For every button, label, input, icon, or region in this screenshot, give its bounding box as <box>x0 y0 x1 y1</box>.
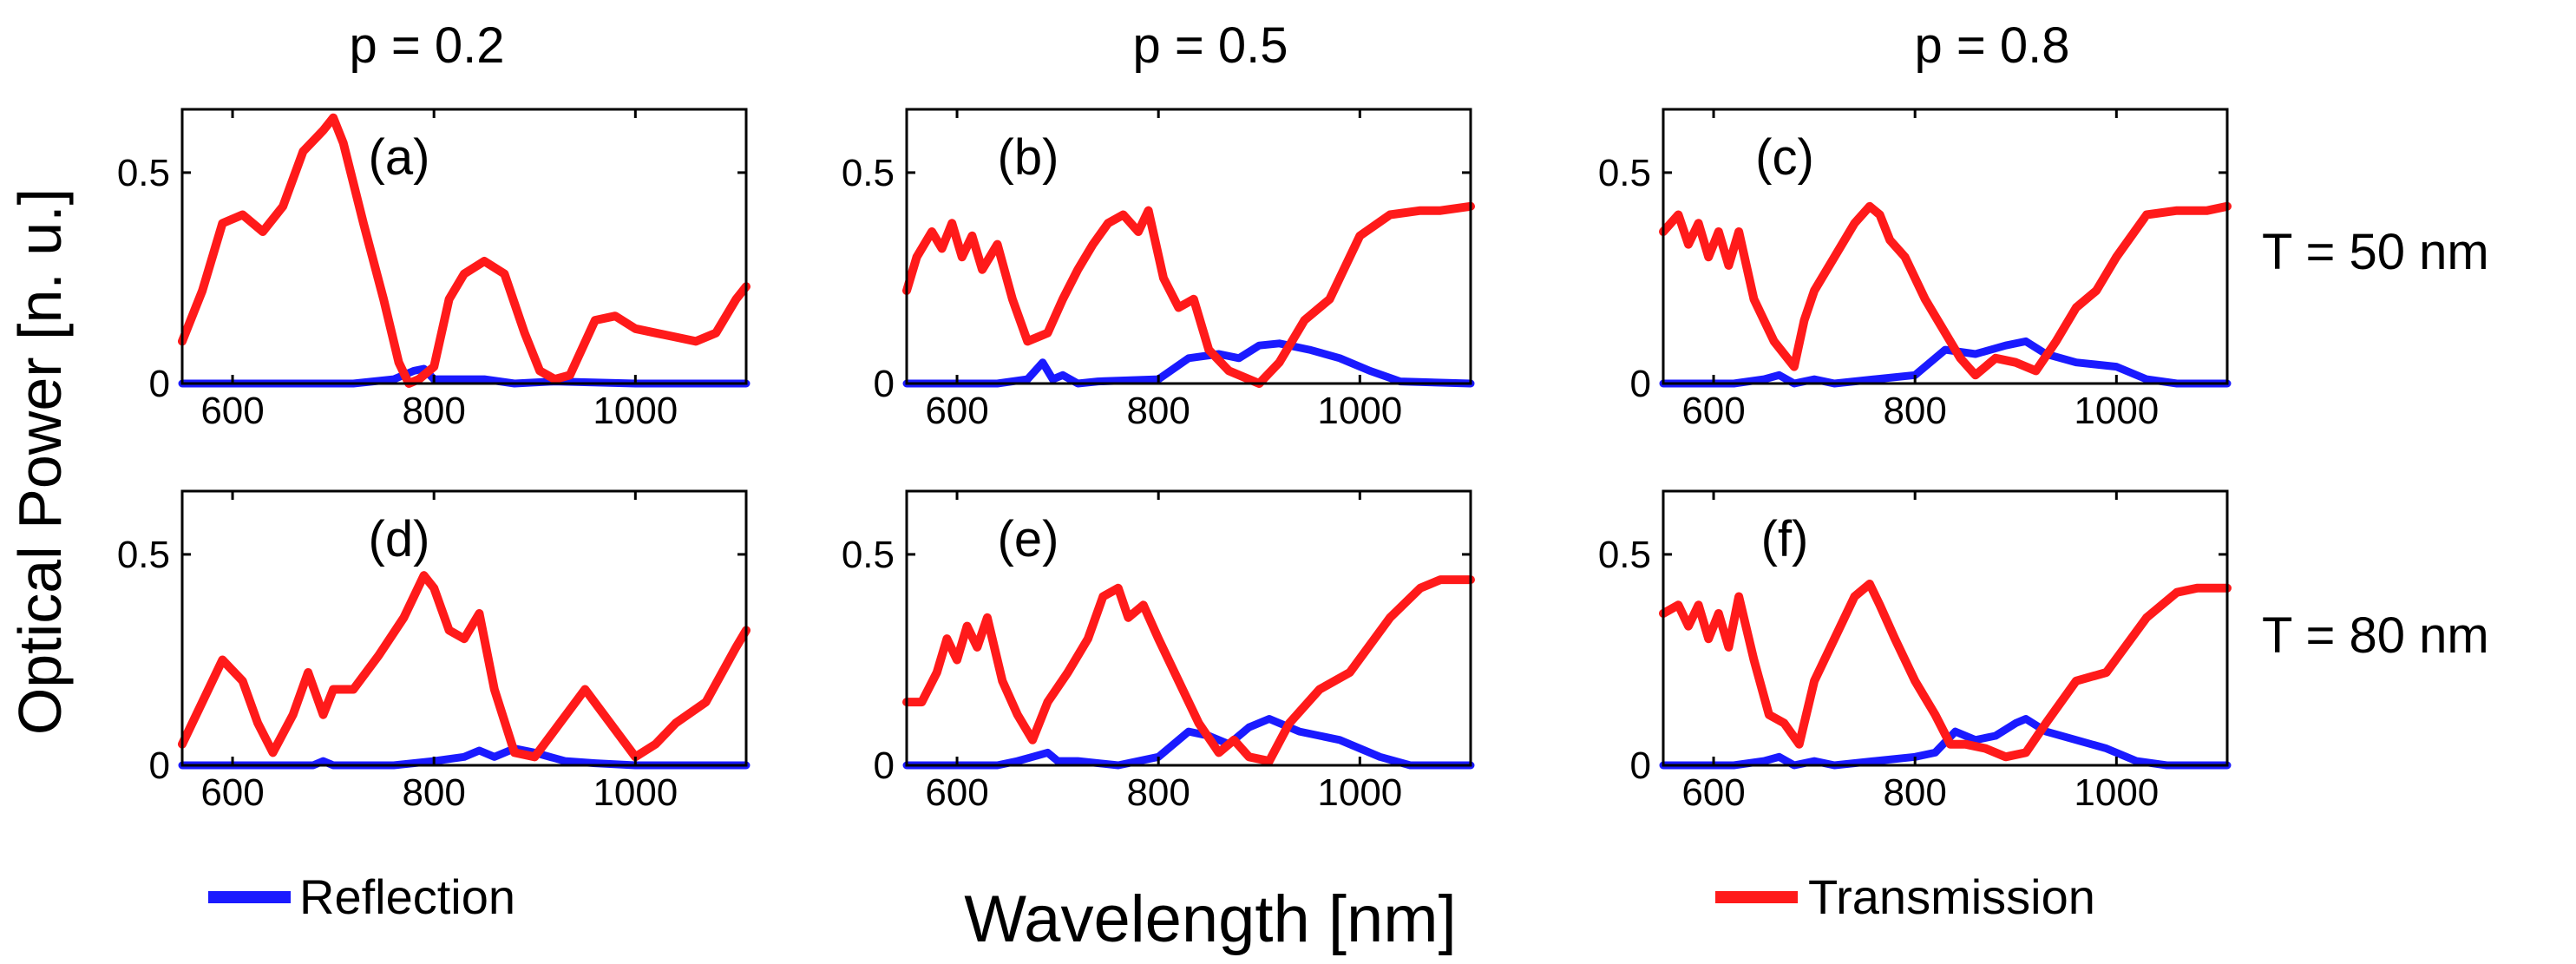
legend-label-reflection: Reflection <box>299 869 515 924</box>
series-reflection-e <box>902 715 1475 770</box>
axes-frame-a <box>180 108 748 385</box>
ytick-label-a-0: 0 <box>149 363 170 405</box>
xtick-label-e-800: 800 <box>1126 771 1190 814</box>
row-title-t50: T = 50 nm <box>2262 224 2489 280</box>
axes-border-b <box>905 108 1472 385</box>
series-reflection-a <box>178 364 751 388</box>
series-transmission-d <box>178 571 751 762</box>
xtick-label-b-800: 800 <box>1126 390 1190 432</box>
panel-label-c: (c) <box>1755 129 1814 186</box>
ytick-label-d-0: 0 <box>149 744 170 787</box>
axes-frame-c <box>1662 108 2229 385</box>
xtick-label-b-1000: 1000 <box>1317 390 1402 432</box>
series-reflection-f <box>1659 715 2232 770</box>
column-title-p05: p = 0.5 <box>1133 17 1288 74</box>
y-axis-label: Optical Power [n. u.] <box>6 188 74 735</box>
xtick-label-d-600: 600 <box>200 771 264 814</box>
panel-b: 600 800 1000 0 0.5 (b) <box>842 108 1475 432</box>
xtick-label-e-1000: 1000 <box>1317 771 1402 814</box>
xtick-label-f-600: 600 <box>1681 771 1745 814</box>
xtick-label-d-800: 800 <box>402 771 465 814</box>
legend-label-transmission: Transmission <box>1808 869 2095 924</box>
ytick-label-c-0: 0 <box>1630 363 1651 405</box>
series-reflection-b <box>902 339 1475 388</box>
xtick-label-d-1000: 1000 <box>593 771 678 814</box>
panel-label-e: (e) <box>998 511 1059 567</box>
legend: Reflection Transmission <box>208 869 2095 924</box>
series-transmission-f <box>1659 580 2232 762</box>
x-axis-label: Wavelength [nm] <box>964 882 1456 956</box>
ytick-label-d-1: 0.5 <box>117 534 170 576</box>
axes-border-f <box>1662 489 2229 767</box>
ytick-label-e-1: 0.5 <box>842 534 895 576</box>
ytick-label-c-1: 0.5 <box>1598 152 1651 194</box>
row-title-t80: T = 80 nm <box>2262 607 2489 664</box>
axes-frame-d <box>180 489 748 767</box>
panel-d: 600 800 1000 0 0.5 (d) <box>117 489 751 814</box>
ytick-label-e-0: 0 <box>874 744 895 787</box>
panel-c: 600 800 1000 0 0.5 (c) <box>1598 108 2232 432</box>
axes-border-d <box>180 489 748 767</box>
xtick-label-c-600: 600 <box>1681 390 1745 432</box>
column-title-p08: p = 0.8 <box>1915 17 2070 74</box>
xtick-label-a-800: 800 <box>402 390 465 432</box>
xtick-label-f-800: 800 <box>1883 771 1946 814</box>
panel-label-f: (f) <box>1761 511 1809 567</box>
panel-label-b: (b) <box>998 129 1059 186</box>
ytick-label-f-1: 0.5 <box>1598 534 1651 576</box>
xtick-label-f-1000: 1000 <box>2074 771 2159 814</box>
axes-border-e <box>905 489 1472 767</box>
series-transmission-a <box>178 113 751 388</box>
ytick-label-b-1: 0.5 <box>842 152 895 194</box>
xtick-label-a-600: 600 <box>200 390 264 432</box>
xtick-label-c-800: 800 <box>1883 390 1946 432</box>
ytick-label-f-0: 0 <box>1630 744 1651 787</box>
panel-label-d: (d) <box>369 511 430 567</box>
series-transmission-b <box>902 201 1475 388</box>
xtick-label-c-1000: 1000 <box>2074 390 2159 432</box>
xtick-label-e-600: 600 <box>925 771 988 814</box>
series-transmission-c <box>1659 201 2232 380</box>
series-reflection-c <box>1659 337 2232 388</box>
axes-border-c <box>1662 108 2229 385</box>
column-title-p02: p = 0.2 <box>350 17 505 74</box>
panel-label-a: (a) <box>369 129 430 186</box>
xtick-label-b-600: 600 <box>925 390 988 432</box>
ytick-label-b-0: 0 <box>874 363 895 405</box>
panels: 600 800 1000 0 0.5 (a) 600 800 1000 0 0.5 (b) 600 800… <box>117 108 2232 814</box>
ytick-label-a-1: 0.5 <box>117 152 170 194</box>
series-transmission-e <box>902 575 1475 766</box>
panel-a: 600 800 1000 0 0.5 (a) <box>117 108 751 432</box>
axes-frame-e <box>905 489 1472 767</box>
xtick-label-a-1000: 1000 <box>593 390 678 432</box>
panel-f: 600 800 1000 0 0.5 (f) <box>1598 489 2232 814</box>
panel-e: 600 800 1000 0 0.5 (e) <box>842 489 1475 814</box>
axes-border-a <box>180 108 748 385</box>
